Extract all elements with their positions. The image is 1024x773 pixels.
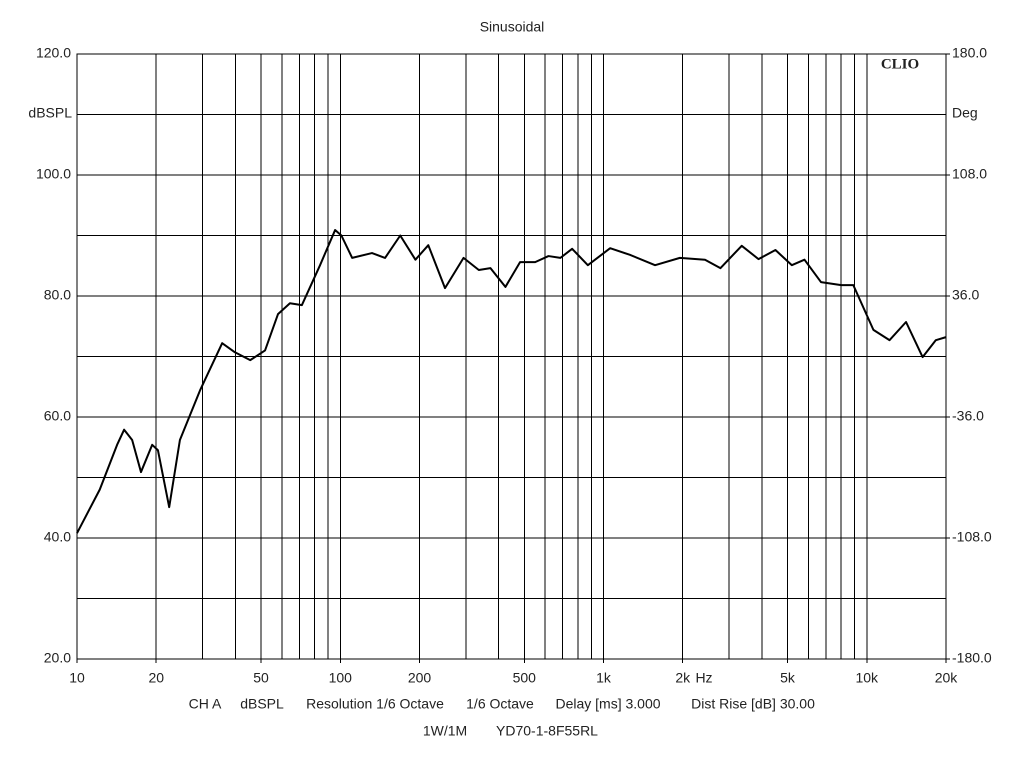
y2-tick-label: 108.0 [952,166,987,182]
y-axis-label: dBSPL [28,105,72,121]
x-unit-label: Hz [695,670,712,686]
x-tick-label: 20k [935,670,959,686]
footer-item: 1/6 Octave [466,696,534,712]
x-tick-label: 500 [513,670,537,686]
y-tick-label: 100.0 [36,166,71,182]
x-tick-label: 10 [69,670,85,686]
y-tick-label: 80.0 [44,287,71,303]
y2-axis-label: Deg [952,105,978,121]
y2-tick-label: -108.0 [952,529,992,545]
x-tick-label: 200 [408,670,432,686]
x-tick-label: 10k [855,670,879,686]
footer-item: Dist Rise [dB] 30.00 [691,696,815,712]
y-tick-label: 40.0 [44,529,71,545]
x-tick-label: 20 [148,670,164,686]
response-line [76,229,947,534]
footer-item: CH A [189,696,222,712]
y2-tick-label: -36.0 [952,408,984,424]
footer-item: YD70-1-8F55RL [496,723,598,739]
chart-title: Sinusoidal [480,19,545,35]
x-tick-label: 100 [329,670,353,686]
y2-tick-label: -180.0 [952,650,992,666]
x-tick-label: 2k [675,670,691,686]
footer-item: 1W/1M [423,723,467,739]
plot-frame [76,53,947,660]
brand: CLIO [881,56,919,72]
y2-tick-label: 36.0 [952,287,979,303]
footer-item: Delay [ms] 3.000 [555,696,660,712]
y-tick-label: 120.0 [36,45,71,61]
footer-item: Resolution 1/6 Octave [306,696,444,712]
x-tick-label: 5k [780,670,796,686]
x-tick-label: 50 [253,670,269,686]
y-tick-label: 20.0 [44,650,71,666]
x-tick-label: 1k [596,670,612,686]
footer-item: dBSPL [240,696,284,712]
y-tick-label: 60.0 [44,408,71,424]
y2-tick-label: 180.0 [952,45,987,61]
